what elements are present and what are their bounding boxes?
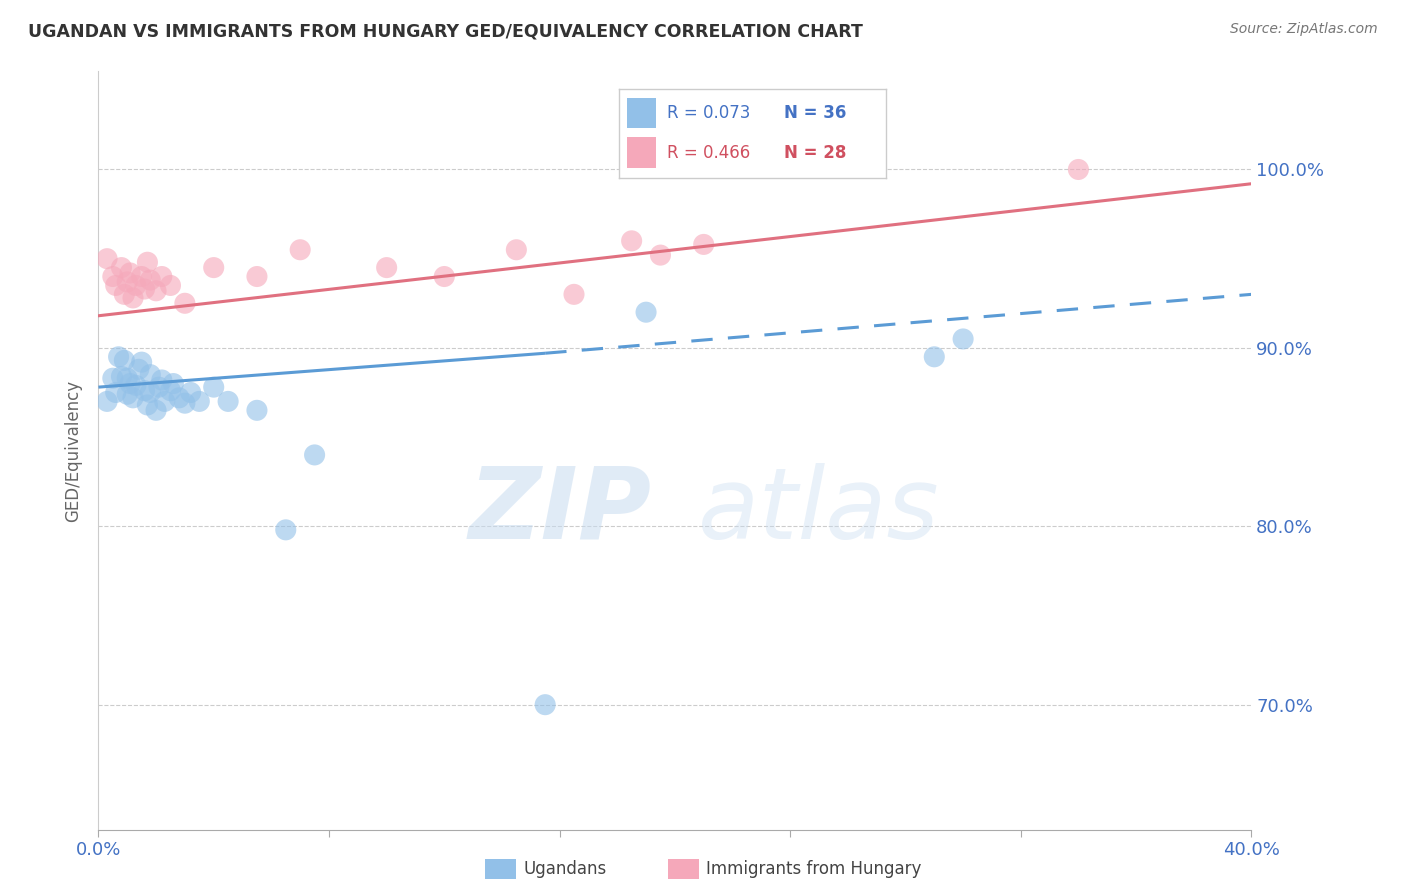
Point [131, 269, 153, 284]
Point [125, 278, 148, 293]
Point [159, 278, 181, 293]
Point [104, 278, 127, 293]
Point [174, 296, 197, 310]
Point [167, 391, 190, 405]
Point [107, 350, 129, 364]
Point [246, 403, 269, 417]
Text: R = 0.073: R = 0.073 [666, 104, 749, 122]
Point [101, 269, 124, 284]
Point [110, 369, 132, 384]
Point [505, 243, 527, 257]
FancyBboxPatch shape [627, 98, 657, 128]
Y-axis label: GED/Equivalency: GED/Equivalency [65, 379, 83, 522]
Point [122, 291, 145, 305]
Point [433, 269, 456, 284]
Text: atlas: atlas [697, 463, 939, 559]
Text: N = 28: N = 28 [785, 144, 846, 161]
Point [136, 255, 159, 269]
Point [139, 385, 162, 400]
Point [101, 371, 124, 385]
Text: Immigrants from Hungary: Immigrants from Hungary [706, 860, 921, 878]
Point [246, 269, 269, 284]
Point [375, 260, 398, 275]
Point [174, 396, 197, 410]
Point [145, 284, 167, 298]
Point [128, 362, 150, 376]
Point [1067, 162, 1090, 177]
Point [159, 384, 181, 398]
Point [112, 287, 135, 301]
Point [139, 273, 162, 287]
Point [120, 376, 142, 391]
Point [180, 385, 202, 400]
Point [134, 384, 156, 398]
Text: N = 36: N = 36 [785, 104, 846, 122]
FancyBboxPatch shape [627, 137, 657, 168]
Text: R = 0.466: R = 0.466 [666, 144, 749, 161]
Point [145, 403, 167, 417]
Point [120, 266, 142, 280]
Point [924, 350, 946, 364]
Point [274, 523, 297, 537]
Point [952, 332, 974, 346]
Point [134, 282, 156, 296]
Point [131, 355, 153, 369]
Point [122, 391, 145, 405]
Text: UGANDAN VS IMMIGRANTS FROM HUNGARY GED/EQUIVALENCY CORRELATION CHART: UGANDAN VS IMMIGRANTS FROM HUNGARY GED/E… [28, 22, 863, 40]
Point [136, 398, 159, 412]
Point [217, 394, 239, 409]
Point [562, 287, 585, 301]
Point [153, 394, 176, 409]
Text: Ugandans: Ugandans [523, 860, 606, 878]
Text: Source: ZipAtlas.com: Source: ZipAtlas.com [1230, 22, 1378, 37]
Point [117, 371, 139, 385]
Point [202, 380, 225, 394]
Point [117, 275, 139, 289]
Point [188, 394, 211, 409]
Point [112, 353, 135, 368]
Point [125, 378, 148, 392]
Point [150, 269, 173, 284]
Point [304, 448, 326, 462]
Point [110, 260, 132, 275]
Point [150, 373, 173, 387]
Point [534, 698, 557, 712]
Point [650, 248, 672, 262]
Point [148, 380, 170, 394]
Text: ZIP: ZIP [468, 463, 652, 559]
Point [202, 260, 225, 275]
Point [96, 252, 118, 266]
Point [693, 237, 716, 252]
Point [162, 376, 184, 391]
Point [636, 305, 658, 319]
Point [139, 368, 162, 382]
Point [117, 387, 139, 401]
Point [104, 385, 127, 400]
Point [620, 234, 643, 248]
Point [96, 394, 118, 409]
Point [290, 243, 312, 257]
